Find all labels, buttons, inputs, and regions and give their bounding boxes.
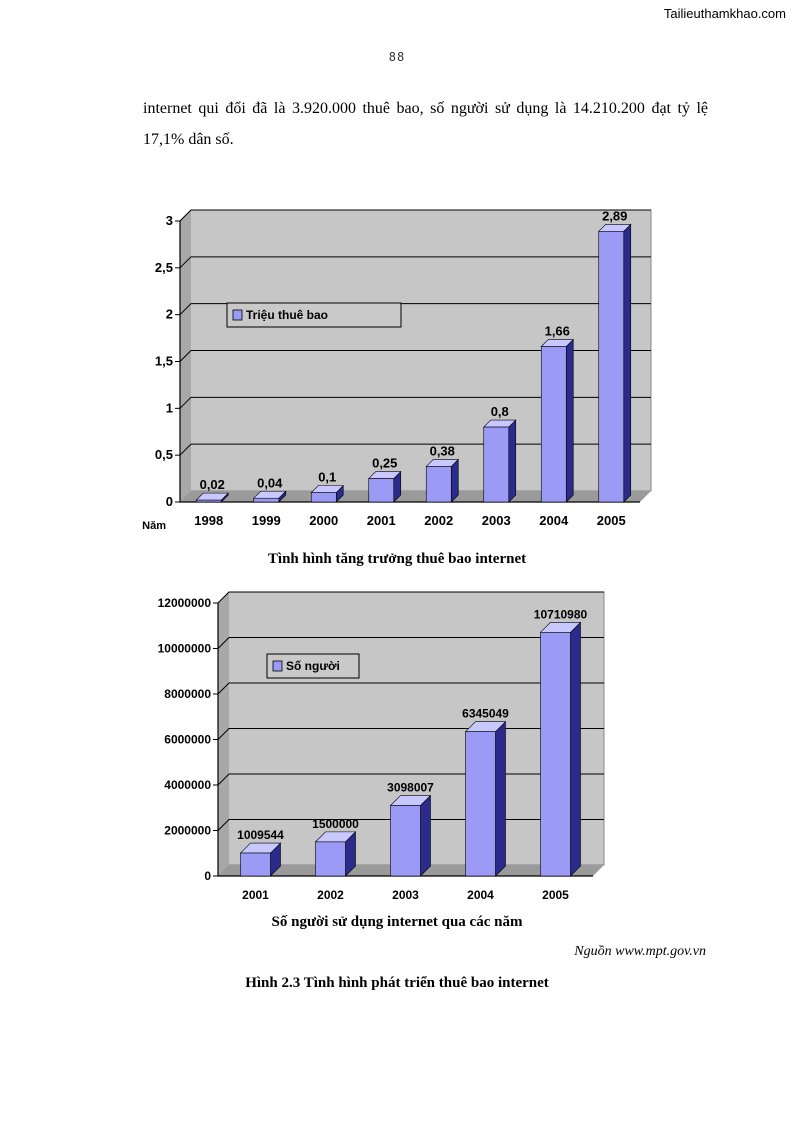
- bar-side: [495, 720, 506, 877]
- bar: [540, 632, 571, 877]
- legend: Số người: [266, 653, 360, 679]
- legend-box: [226, 302, 402, 328]
- bar-value-label: 0,8: [491, 404, 509, 419]
- gridline: [179, 303, 651, 316]
- gridline: [217, 637, 604, 649]
- bar-value-label: 2,89: [602, 208, 627, 223]
- bar: [368, 478, 395, 503]
- legend-swatch: [232, 309, 243, 321]
- legend-label: Triệu thuê bao: [246, 308, 328, 322]
- bar-side: [570, 621, 581, 877]
- x-tick-label: 2002: [424, 513, 453, 528]
- plot-floor: [180, 491, 651, 502]
- legend-label: Số người: [286, 659, 340, 673]
- x-tick-label: 1998: [194, 513, 223, 528]
- y-tick-label: 12000000: [158, 596, 212, 610]
- bar-value-label: 1,66: [545, 324, 570, 339]
- y-tick-label: 8000000: [164, 687, 211, 701]
- x-tick-label: 2001: [367, 513, 396, 528]
- bar-value-label: 0,1: [318, 470, 336, 485]
- bar-value-label: 0,38: [430, 443, 455, 458]
- bar-value-label: 1009544: [237, 828, 284, 842]
- x-tick-label: 2002: [317, 888, 344, 902]
- gridline: [179, 396, 651, 409]
- y-tick-label: 0,5: [155, 447, 173, 462]
- gridline: [179, 350, 651, 362]
- x-tick-label: 2005: [597, 513, 626, 528]
- bar: [253, 497, 280, 503]
- y-tick-label: 0: [166, 494, 173, 509]
- bar: [195, 499, 222, 503]
- bar-value-label: 0,25: [372, 456, 397, 471]
- bar-side: [420, 794, 431, 877]
- y-tick-label: 1,5: [155, 354, 173, 369]
- source-note: Nguồn www.mpt.gov.vn: [574, 944, 706, 959]
- bar: [540, 346, 567, 503]
- x-tick-label: 2004: [539, 513, 569, 528]
- bar-value-label: 0,02: [200, 477, 225, 492]
- bar: [310, 492, 337, 503]
- gridline: [179, 209, 651, 222]
- x-axis-label: Năm: [142, 520, 166, 532]
- bar-value-label: 0,04: [257, 475, 283, 490]
- bar-value-label: 10710980: [534, 607, 588, 621]
- bar: [315, 841, 346, 877]
- x-tick-label: 2003: [392, 888, 419, 902]
- y-tick-label: 1: [166, 400, 173, 415]
- y-tick-label: 3: [166, 213, 173, 228]
- bar-value-label: 6345049: [462, 707, 509, 721]
- bar: [425, 466, 452, 503]
- legend-swatch: [272, 660, 283, 672]
- subscriber-chart-title: Tình hình tăng trưởng thuê bao internet: [267, 551, 527, 567]
- page-number: 88: [388, 50, 406, 64]
- x-tick-label: 2004: [467, 888, 494, 902]
- y-tick-label: 10000000: [158, 642, 212, 656]
- users-chart-title: Số người sử dụng internet qua các năm: [271, 914, 523, 930]
- x-tick-label: 1999: [252, 513, 281, 528]
- bar-value-label: 1500000: [312, 817, 359, 831]
- y-tick-label: 2,5: [155, 260, 173, 275]
- y-tick-label: 0: [204, 869, 211, 883]
- x-tick-label: 2001: [242, 888, 269, 902]
- x-tick-label: 2003: [482, 513, 511, 528]
- watermark: Tailieuthamkhao.com: [663, 6, 786, 21]
- bar: [240, 852, 271, 877]
- bar: [598, 231, 625, 503]
- y-tick-label: 2: [166, 307, 173, 322]
- x-tick-label: 2000: [309, 513, 338, 528]
- x-tick-label: 2005: [542, 888, 569, 902]
- y-tick-label: 4000000: [164, 778, 211, 792]
- y-tick-label: 2000000: [164, 824, 211, 838]
- gridline: [179, 256, 651, 269]
- gridline: [217, 682, 604, 695]
- bar: [465, 731, 496, 877]
- y-tick-label: 6000000: [164, 733, 211, 747]
- gridline: [217, 591, 604, 604]
- legend: Triệu thuê bao: [226, 302, 402, 328]
- figure-caption: Hình 2.3 Tình hình phát triển thuê bao i…: [245, 975, 549, 991]
- bar: [483, 426, 510, 503]
- intro-paragraph: internet qui đổi đã là 3.920.000 thuê ba…: [143, 100, 708, 148]
- bar: [390, 805, 421, 877]
- bar-value-label: 3098007: [387, 781, 434, 795]
